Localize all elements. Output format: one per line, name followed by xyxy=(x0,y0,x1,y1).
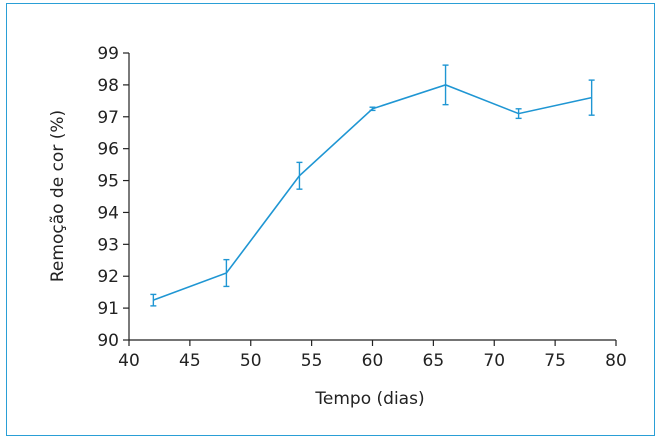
y-tick-label: 99 xyxy=(97,44,119,64)
data-point xyxy=(150,293,157,307)
data-point xyxy=(588,79,595,116)
tick-labels: 90 91 92 93 94 95 96 97 98 99 40 45 50 55 60 65 70 75 80 xyxy=(97,44,626,371)
x-axis-label: Tempo (dias) xyxy=(314,389,424,409)
y-tick-label: 94 xyxy=(97,203,119,223)
y-tick-label: 97 xyxy=(97,108,119,128)
y-tick-label: 93 xyxy=(97,235,119,255)
x-tick-label: 40 xyxy=(118,351,140,371)
x-tick-label: 55 xyxy=(301,351,323,371)
x-tick-label: 45 xyxy=(179,351,201,371)
series-line xyxy=(153,84,592,301)
x-tick-label: 80 xyxy=(605,351,627,371)
data-point xyxy=(442,64,449,106)
x-tick-label: 75 xyxy=(544,351,566,371)
data-point xyxy=(369,106,376,112)
x-tick-label: 60 xyxy=(362,351,384,371)
y-tick-label: 91 xyxy=(97,299,119,319)
chart-frame xyxy=(6,3,655,436)
data-point xyxy=(296,161,303,190)
x-tick-label: 65 xyxy=(423,351,445,371)
x-tick-label: 70 xyxy=(483,351,505,371)
axes xyxy=(123,52,617,346)
y-axis-label: Remoção de cor (%) xyxy=(48,110,68,282)
data-point xyxy=(515,108,522,120)
y-tick-label: 98 xyxy=(97,76,119,96)
x-tick-label: 50 xyxy=(240,351,262,371)
plot-area xyxy=(150,64,595,307)
data-point xyxy=(223,258,230,288)
y-tick-label: 96 xyxy=(97,140,119,160)
y-tick-label: 95 xyxy=(97,172,119,192)
y-tick-label: 90 xyxy=(97,331,119,351)
y-tick-label: 92 xyxy=(97,267,119,287)
